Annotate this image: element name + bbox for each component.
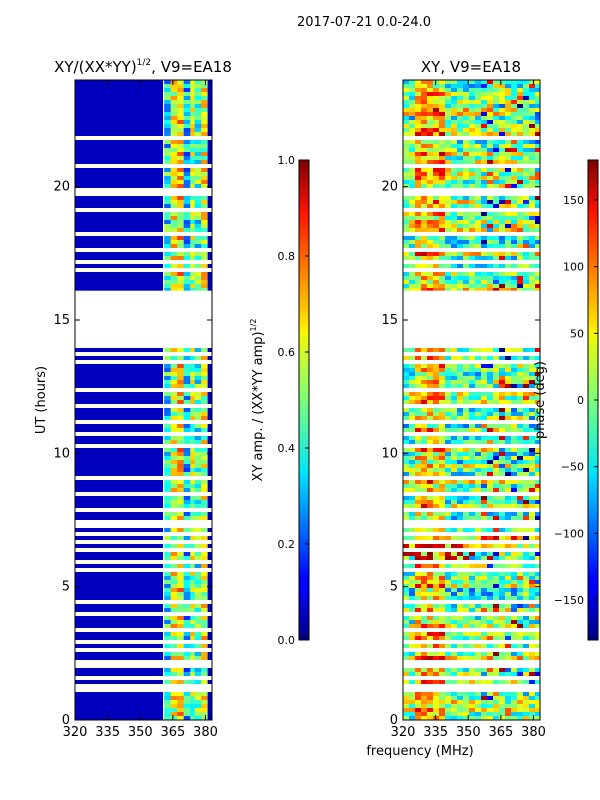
y-tick-label: 15 [381,313,398,328]
x-tick-label: 365 [488,725,513,740]
left-heatmap [75,80,212,720]
y-tick-label: 5 [62,580,70,595]
left-title-exponent: 1/2 [137,58,151,68]
left-y-axis-label: UT (hours) [34,366,49,434]
right-axes: 320 335 350 365 380 0 5 10 15 20 [381,80,546,740]
right-colorbar-ticks: 150 100 50 0 −50 −100 −150 [554,194,598,607]
y-tick-label: 10 [381,446,398,461]
y-tick-label: 0 [390,713,398,728]
x-tick-label: 320 [391,725,416,740]
colorbar-tick-label: −150 [554,594,584,607]
x-tick-label: 365 [160,725,185,740]
x-axis-label: frequency (MHz) [366,744,473,759]
left-plot-frame [74,79,213,721]
x-tick-label: 335 [423,725,448,740]
x-tick-label: 380 [193,725,218,740]
left-title-prefix: XY/(XX*YY) [54,58,137,76]
left-colorbar [298,159,310,641]
y-tick-label: 0 [62,713,70,728]
x-tick-label: 335 [95,725,120,740]
colorbar-tick-label: 0.8 [278,250,296,263]
x-tick-label: 350 [128,725,153,740]
colorbar-tick-label: 1.0 [278,154,296,167]
colorbar-tick-label: −50 [561,461,584,474]
x-tick-label: 350 [456,725,481,740]
right-colorbar-label: phase (deg) [533,361,548,439]
colorbar-tick-label: 50 [570,327,584,340]
colorbar-tick-label: 0.4 [278,442,296,455]
y-tick-label: 5 [390,580,398,595]
colorbar-tick-label: 0.2 [278,538,296,551]
colorbar-tick-label: 0.0 [278,634,296,647]
y-tick-label: 20 [53,180,70,195]
left-colorbar-label-text: XY amp. / (XX*YY amp) [251,331,266,481]
left-title-suffix: , V9=EA18 [151,58,232,76]
right-heatmap [403,80,540,720]
y-tick-label: 10 [53,446,70,461]
colorbar-tick-label: 0 [577,394,584,407]
left-colorbar-label: XY amp. / (XX*YY amp)1/2 [249,319,266,482]
x-tick-label: 380 [521,725,546,740]
figure-title: 2017-07-21 0.0-24.0 [297,15,431,30]
left-axes: 320 335 350 365 380 0 5 10 15 20 [53,80,218,740]
colorbar-tick-label: 150 [563,194,584,207]
right-plot-frame [402,79,541,721]
colorbar-tick-label: 100 [563,261,584,274]
left-colorbar-label-exponent: 1/2 [249,319,258,332]
colorbar-tick-label: −100 [554,527,584,540]
left-colorbar-ticks: 0.0 0.2 0.4 0.6 0.8 1.0 [278,154,309,647]
colorbar-tick-label: 0.6 [278,346,296,359]
y-tick-label: 20 [381,180,398,195]
left-panel-title: XY/(XX*YY)1/2, V9=EA18 [54,58,232,76]
y-tick-label: 15 [53,313,70,328]
right-panel-title: XY, V9=EA18 [421,58,521,76]
x-tick-label: 320 [63,725,88,740]
